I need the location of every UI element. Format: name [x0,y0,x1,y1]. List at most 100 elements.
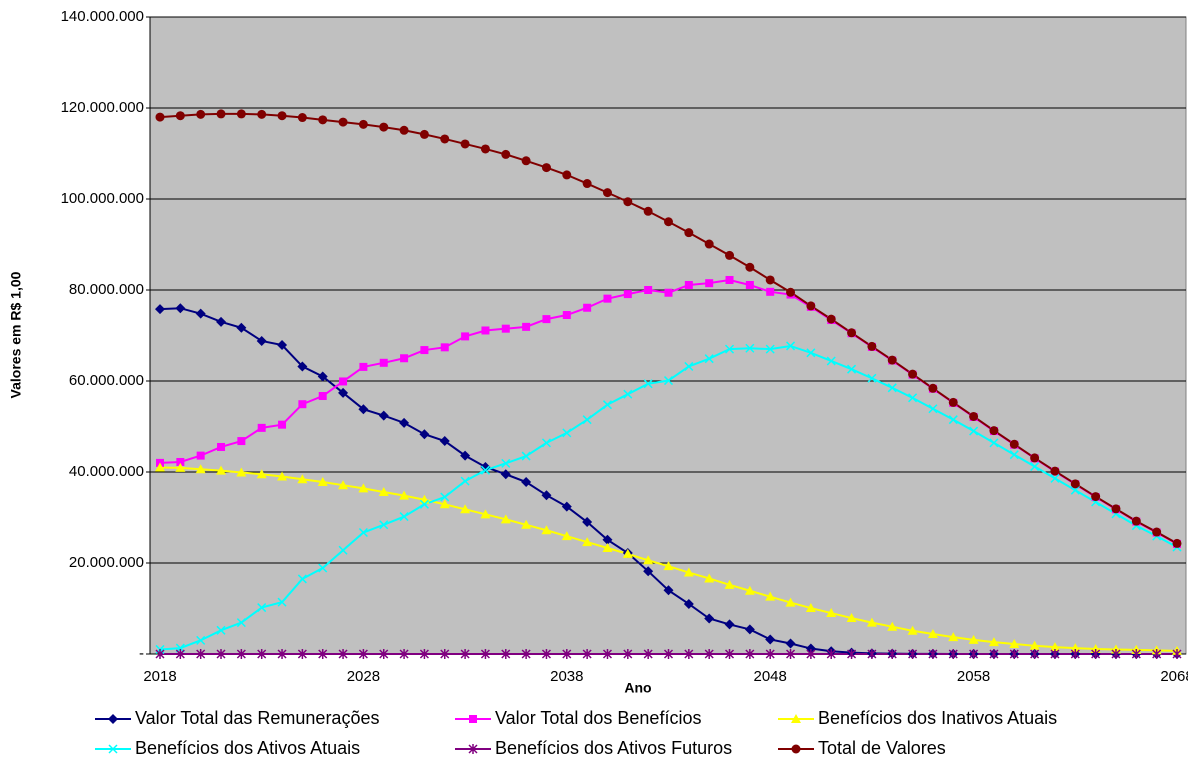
marker [724,344,735,354]
marker [297,574,307,584]
marker [1030,462,1040,472]
y-tick-label: 80.000.000 [69,281,144,298]
marker [358,649,368,659]
marker [643,566,654,577]
marker [704,573,715,583]
marker [501,458,511,468]
marker [765,591,776,601]
marker [786,649,796,659]
marker [684,649,694,659]
marker [439,499,450,509]
marker [196,649,206,659]
marker [399,417,410,428]
marker [359,362,368,371]
marker [522,322,531,331]
marker [378,410,389,421]
marker [766,287,775,296]
marker [704,613,715,624]
marker [521,649,531,659]
marker [500,514,511,524]
marker [338,117,348,127]
marker [663,376,674,386]
marker [399,512,409,522]
marker [786,287,796,297]
marker [460,450,471,461]
legend-marker [791,714,801,723]
marker [256,469,267,479]
marker [216,649,226,659]
marker [501,324,510,333]
marker [623,197,633,207]
marker [1029,640,1040,650]
y-axis-title: Valores em R$ 1,00 [8,271,24,398]
marker [216,109,226,119]
marker [460,139,470,149]
legend-item: Valor Total dos Benefícios [455,708,701,728]
marker [1070,479,1080,489]
marker [602,400,613,410]
marker [317,371,328,382]
marker [765,634,776,645]
marker [562,428,572,438]
marker [724,619,735,630]
marker [216,625,226,635]
marker [318,563,328,573]
marker [643,379,653,389]
marker [643,649,653,659]
marker [805,603,816,613]
marker [541,649,551,659]
marker [847,328,857,338]
marker [297,649,307,659]
marker [988,637,999,647]
marker [643,555,654,565]
marker [1009,450,1019,460]
marker [765,275,775,285]
y-tick-label: - [139,645,144,662]
marker [602,534,613,545]
marker [257,109,267,119]
marker [1050,466,1060,476]
marker [603,294,612,303]
marker [765,344,775,354]
marker [419,499,429,509]
marker [480,465,490,475]
marker [196,451,205,460]
marker [440,649,450,659]
legend-label: Total de Valores [818,738,946,758]
marker [216,316,227,327]
marker [155,112,165,122]
marker [318,392,327,401]
legend-marker [791,744,801,754]
legend-label: Benefícios dos Ativos Futuros [495,738,732,758]
marker [338,387,349,398]
marker [663,561,674,571]
marker [724,579,735,589]
marker [1030,453,1040,463]
marker [1111,649,1121,659]
x-tick-label: 2048 [754,668,787,685]
marker [379,649,389,659]
marker [826,356,836,366]
marker [501,649,511,659]
marker [561,501,572,512]
marker [541,490,552,501]
marker [1152,649,1162,659]
marker [480,461,491,472]
marker [195,464,206,474]
marker [887,355,897,365]
marker [582,537,593,547]
marker [622,548,633,558]
marker [826,649,836,659]
marker [155,304,165,315]
legend-item: Valor Total das Remunerações [95,708,379,728]
x-tick-label: 2068 [1160,668,1188,685]
marker [928,649,938,659]
marker [705,279,714,288]
marker [461,332,470,341]
marker [806,649,816,659]
x-tick-label: 2018 [143,668,176,685]
marker [744,585,755,595]
marker [745,343,755,353]
x-tick-label: 2028 [347,668,380,685]
legend-marker [108,714,118,724]
